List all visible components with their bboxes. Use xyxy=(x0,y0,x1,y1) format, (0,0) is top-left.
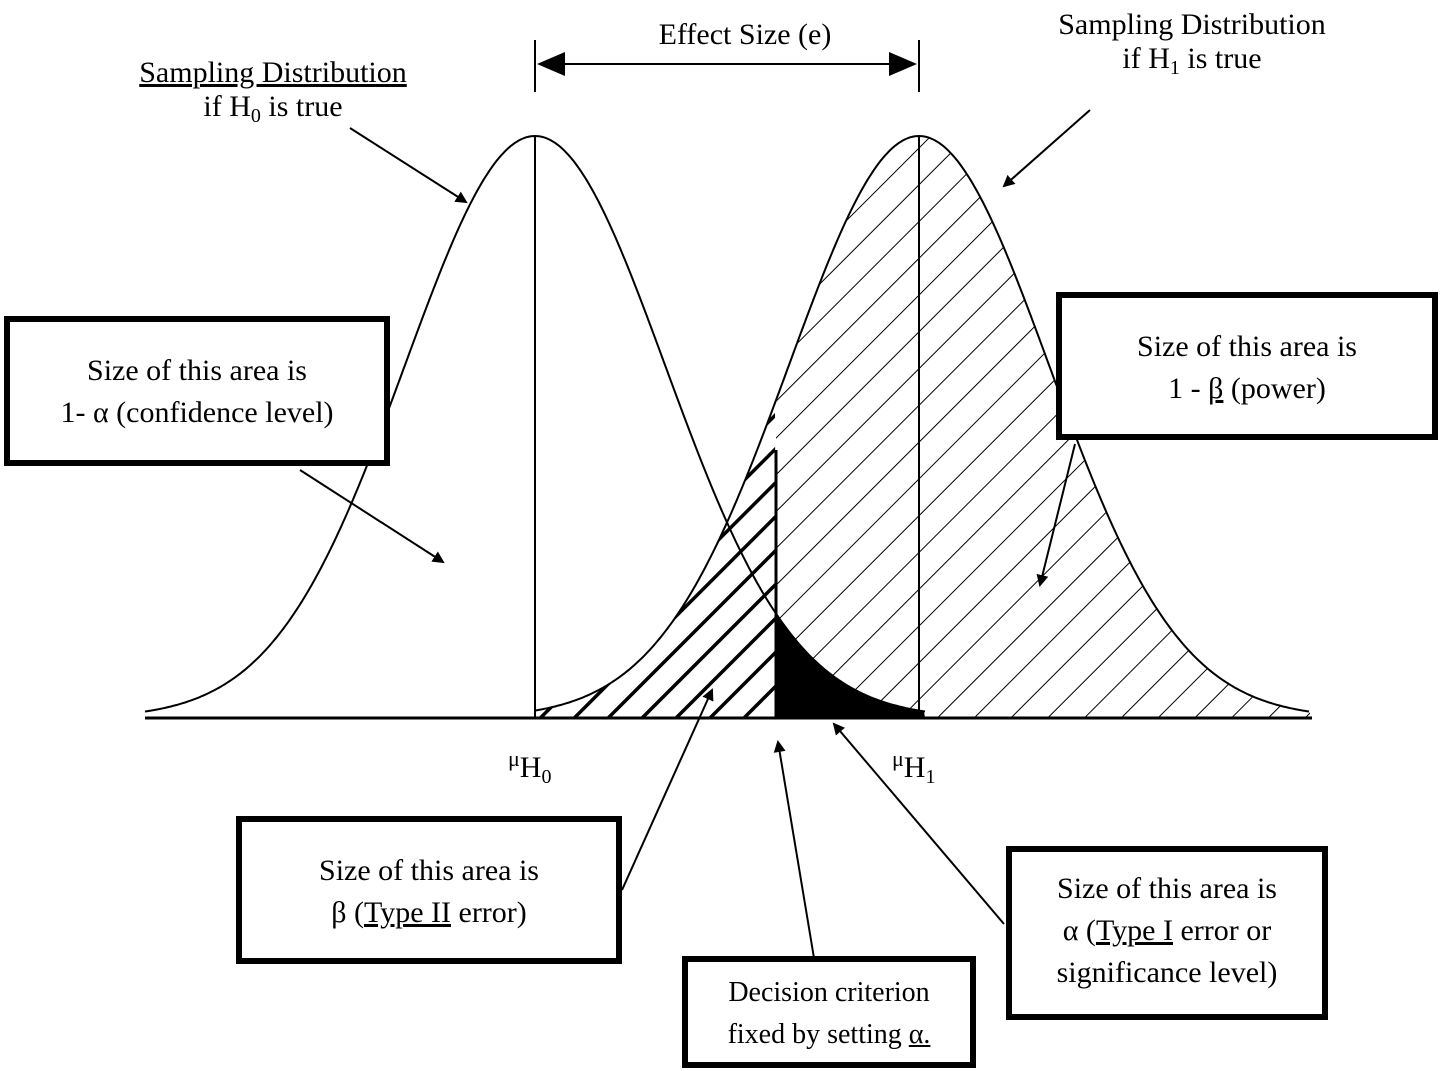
h1-title: Sampling Distribution xyxy=(1058,8,1326,41)
type1-box-post: error or xyxy=(1172,914,1272,947)
mu-h0-h: H xyxy=(519,751,542,784)
mu-h1-sub: 1 xyxy=(925,766,936,788)
decision-criterion-box: Decision criterion fixed by setting α. xyxy=(682,956,976,1068)
confidence-arrow xyxy=(299,469,445,564)
h0-true: is true xyxy=(260,90,343,123)
mu-h1-label: μH1 xyxy=(892,742,936,788)
criterion-arrow xyxy=(773,740,815,959)
effect-size-arrowhead-left xyxy=(537,52,565,76)
type1-box-pre: α ( xyxy=(1062,914,1096,947)
mu-h0-sub: 0 xyxy=(541,766,552,788)
type-i-error-box: Size of this area is α (Type I error or … xyxy=(1006,846,1328,1020)
type2-box-pre: β ( xyxy=(331,896,364,929)
confidence-box-line2: 1- α (confidence level) xyxy=(60,396,334,429)
type1-box-line2: α (Type I error or xyxy=(1012,910,1322,952)
mu-h0-mu: μ xyxy=(508,746,520,771)
power-box-beta: β xyxy=(1208,372,1224,405)
h0-title-arrow xyxy=(349,127,468,204)
power-box-line1: Size of this area is xyxy=(1137,330,1357,363)
confidence-box-line1: Size of this area is xyxy=(87,354,307,387)
type2-box-line2: β (Type II error) xyxy=(242,892,616,934)
effect-size-arrowhead-right xyxy=(889,52,917,76)
h0-subscript: 0 xyxy=(250,105,261,127)
h0-distribution-label: Sampling Distribution if H0 is true xyxy=(100,56,446,127)
h0-if: if H xyxy=(203,90,251,123)
power-box-post: (power) xyxy=(1223,372,1326,405)
effect-size-label: Effect Size (e) xyxy=(658,18,832,51)
power-box-pre: 1 - xyxy=(1168,372,1209,405)
h1-subscript: 1 xyxy=(1169,57,1180,79)
h1-if: if H xyxy=(1122,42,1170,75)
type1-box-line3: significance level) xyxy=(1056,956,1278,989)
confidence-level-box: Size of this area is 1- α (confidence le… xyxy=(4,316,390,466)
power-arrow xyxy=(1036,443,1076,587)
type1-box-underlined: Type I xyxy=(1095,914,1173,947)
power-area xyxy=(776,136,1310,718)
power-box-line2: 1 - β (power) xyxy=(1062,368,1432,410)
criterion-box-alpha: α. xyxy=(908,1019,931,1050)
criterion-box-line1: Decision criterion xyxy=(728,977,930,1008)
type2-arrow xyxy=(621,688,714,891)
type1-box-line1: Size of this area is xyxy=(1057,872,1277,905)
type2-box-underlined: Type II xyxy=(363,896,451,929)
type2-box-line1: Size of this area is xyxy=(319,854,539,887)
h1-title-arrow xyxy=(1002,109,1091,188)
power-box: Size of this area is 1 - β (power) xyxy=(1056,292,1438,440)
type-ii-error-box: Size of this area is β (Type II error) xyxy=(236,816,622,964)
type-i-error-area xyxy=(776,613,925,718)
type2-box-post: error) xyxy=(451,896,527,929)
h1-distribution-curve xyxy=(534,134,1310,713)
type-ii-error-area xyxy=(535,402,776,718)
type1-arrow xyxy=(832,722,1005,925)
h1-true: is true xyxy=(1179,42,1262,75)
h1-distribution-label: Sampling Distribution if H1 is true xyxy=(1014,8,1370,79)
mu-h1-mu: μ xyxy=(892,746,904,771)
mu-h1-h: H xyxy=(903,751,926,784)
h0-title: Sampling Distribution xyxy=(139,56,407,89)
criterion-box-line2: fixed by setting α. xyxy=(688,1014,970,1056)
criterion-box-pre: fixed by setting xyxy=(727,1019,909,1050)
mu-h0-label: μH0 xyxy=(508,742,552,788)
